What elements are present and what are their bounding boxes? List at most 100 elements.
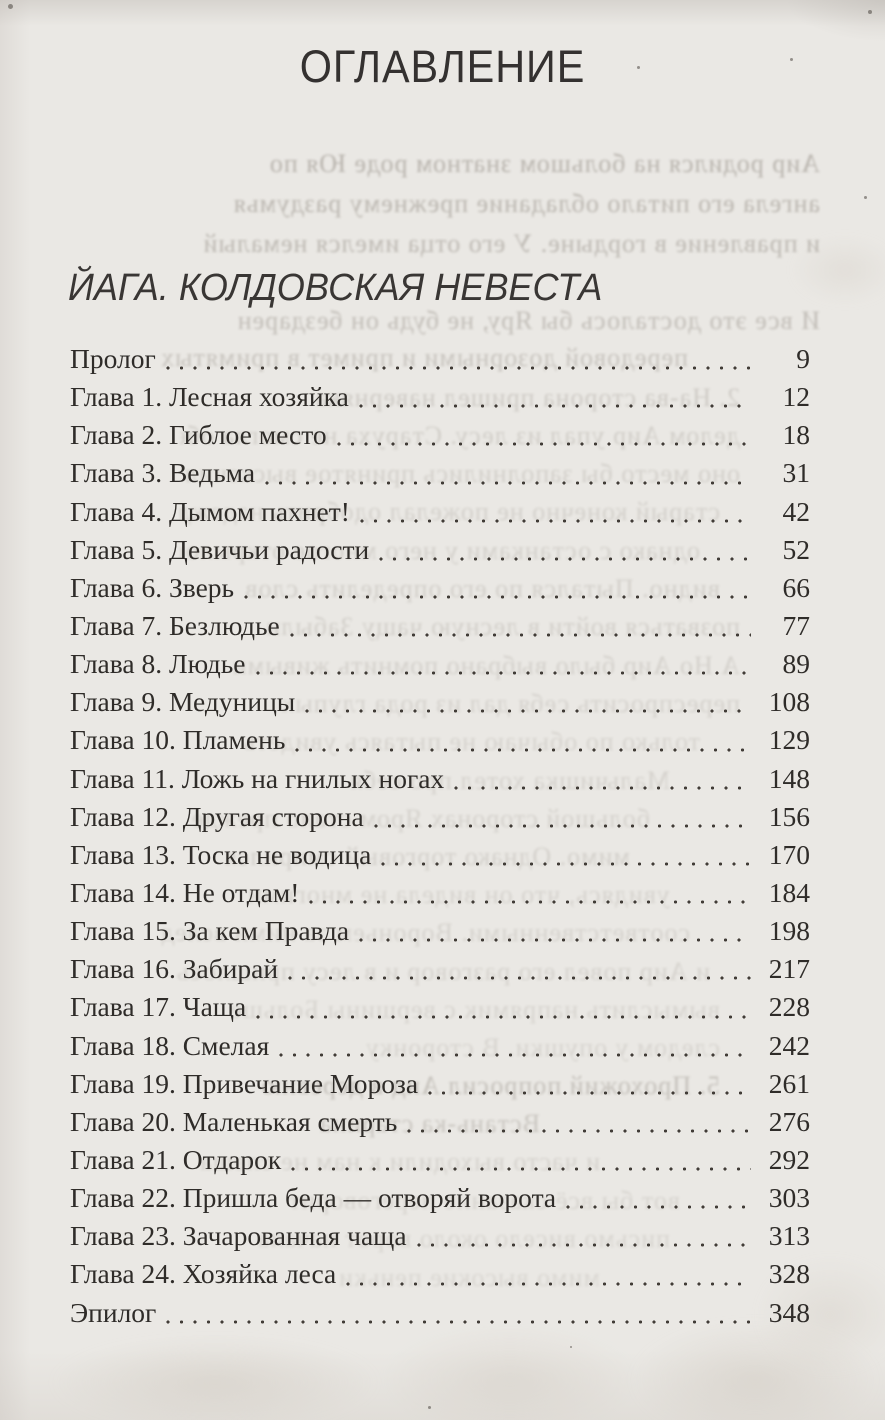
bleed-through-blob (50, 1335, 380, 1420)
toc-entry-page: 148 (768, 762, 810, 794)
dot-leader (356, 912, 753, 950)
toc-entry-label: Глава 15. За кем Правда (70, 915, 350, 947)
toc-entry-label: Глава 10. Пламень (70, 724, 286, 756)
dust-speck (864, 196, 867, 199)
toc-row: Глава 20. Маленькая смерть 276 (70, 1103, 810, 1141)
toc-entry-label: Глава 18. Смелая (70, 1029, 270, 1061)
toc-row: Глава 1. Лесная хозяйка 12 (70, 378, 810, 416)
dot-leader (163, 1294, 753, 1332)
toc-entry-label: Глава 13. Тоска не водица (70, 838, 372, 870)
section-title: ЙАГА. КОЛДОВСКАЯ НЕВЕСТА (68, 267, 603, 309)
toc-row: Глава 14. Не отдам! 184 (70, 874, 810, 912)
toc-row: Глава 24. Хозяйка леса 328 (70, 1255, 810, 1293)
toc-row: Эпилог 348 (70, 1294, 810, 1332)
dot-leader (414, 1217, 753, 1255)
toc-entry-page: 292 (768, 1143, 810, 1175)
dot-leader (356, 378, 753, 416)
toc-row: Глава 15. За кем Правда 198 (70, 912, 810, 950)
toc-entry-label: Глава 9. Медуницы (70, 686, 296, 718)
toc-entry-label: Глава 7. Безлюдье (70, 609, 280, 641)
toc-entry-page: 12 (782, 381, 811, 413)
dot-leader (253, 645, 753, 683)
toc-entry-page: 228 (768, 991, 810, 1023)
toc-list: Пролог 9 Глава 1. Лесная хозяйка 12 Глав… (70, 340, 810, 1332)
dust-speck (8, 4, 13, 9)
toc-row: Глава 3. Ведьма 31 (70, 454, 810, 492)
bleed-through-line: и правление в гордыне. У его отца имелся… (202, 229, 820, 258)
toc-entry-label: Глава 1. Лесная хозяйка (70, 381, 349, 413)
dot-leader (285, 950, 753, 988)
toc-row: Глава 7. Безлюдье 77 (70, 607, 810, 645)
dot-leader (302, 683, 753, 721)
toc-row: Глава 5. Девичьи радости 52 (70, 531, 810, 569)
toc-entry-label: Глава 21. Отдарок (70, 1143, 282, 1175)
dot-leader (563, 1179, 753, 1217)
dust-speck (570, 1346, 572, 1348)
dot-leader (425, 1065, 753, 1103)
dot-leader (343, 1255, 753, 1293)
toc-entry-page: 31 (782, 457, 811, 489)
bleed-through-line: ангела его питало обладание прежнему раз… (232, 189, 820, 218)
toc-entry-page: 242 (768, 1029, 810, 1061)
dot-leader (241, 569, 753, 607)
dust-speck (868, 10, 872, 14)
toc-row: Глава 9. Медуницы 108 (70, 683, 810, 721)
page-title: ОГЛАВЛЕНИЕ (299, 41, 586, 92)
toc-entry-label: Глава 5. Девичьи радости (70, 533, 370, 565)
toc-entry-page: 313 (768, 1220, 810, 1252)
dot-leader (371, 798, 753, 836)
toc-entry-page: 198 (768, 915, 810, 947)
toc-entry-page: 261 (768, 1067, 810, 1099)
dot-leader (357, 493, 753, 531)
toc-entry-page: 348 (768, 1296, 810, 1328)
toc-entry-label: Глава 6. Зверь (70, 571, 235, 603)
toc-entry-page: 328 (768, 1258, 810, 1290)
dot-leader (163, 340, 753, 378)
dot-leader (288, 1141, 753, 1179)
dot-leader (376, 531, 753, 569)
toc-entry-page: 303 (768, 1182, 810, 1214)
toc-entry-page: 156 (768, 800, 810, 832)
toc-entry-label: Эпилог (70, 1296, 157, 1328)
toc-row: Глава 8. Людье 89 (70, 645, 810, 683)
toc-entry-page: 217 (768, 953, 810, 985)
toc-entry-label: Глава 14. Не отдам! (70, 876, 300, 908)
bleed-through-line: Аир родился на большом знатном роде Юя п… (268, 149, 820, 178)
toc-row: Пролог 9 (70, 340, 810, 378)
toc-entry-page: 184 (768, 876, 810, 908)
bleed-through-blob (380, 1325, 640, 1420)
dot-leader (306, 874, 753, 912)
dot-leader (378, 836, 753, 874)
toc-entry-label: Глава 11. Ложь на гнилых ногах (70, 762, 445, 794)
toc-entry-page: 89 (782, 648, 811, 680)
toc-row: Глава 23. Зачарованная чаща 313 (70, 1217, 810, 1255)
toc-entry-page: 77 (782, 609, 811, 641)
toc-row: Глава 13. Тоска не водица 170 (70, 836, 810, 874)
toc-entry-label: Глава 24. Хозяйка леса (70, 1258, 337, 1290)
bleed-through-blob (630, 1320, 880, 1420)
dot-leader (334, 416, 753, 454)
dot-leader (451, 760, 753, 798)
toc-entry-label: Пролог (70, 343, 156, 374)
toc-row: Глава 2. Гиблое место 18 (70, 416, 810, 454)
toc-row: Глава 18. Смелая 242 (70, 1027, 810, 1065)
dot-leader (276, 1027, 753, 1065)
toc-row: Глава 22. Пришла беда — отворяй ворота 3… (70, 1179, 810, 1217)
toc-entry-label: Глава 12. Другая сторона (70, 800, 364, 832)
toc-row: Глава 12. Другая сторона 156 (70, 798, 810, 836)
toc-entry-label: Глава 3. Ведьма (70, 457, 256, 489)
toc-entry-page: 170 (768, 838, 810, 870)
toc-entry-page: 108 (768, 686, 810, 718)
dot-leader (292, 721, 753, 759)
toc-row: Глава 4. Дымом пахнет! 42 (70, 493, 810, 531)
dot-leader (262, 454, 753, 492)
toc-entry-label: Глава 20. Маленькая смерть (70, 1105, 398, 1137)
toc-entry-page: 129 (768, 724, 810, 756)
toc-entry-page: 42 (782, 495, 811, 527)
toc-entry-label: Глава 16. Забирай (70, 953, 279, 985)
toc-entry-page: 18 (782, 419, 811, 451)
toc-entry-page: 276 (768, 1105, 810, 1137)
dot-leader (253, 988, 753, 1026)
toc-entry-page: 52 (782, 533, 811, 565)
